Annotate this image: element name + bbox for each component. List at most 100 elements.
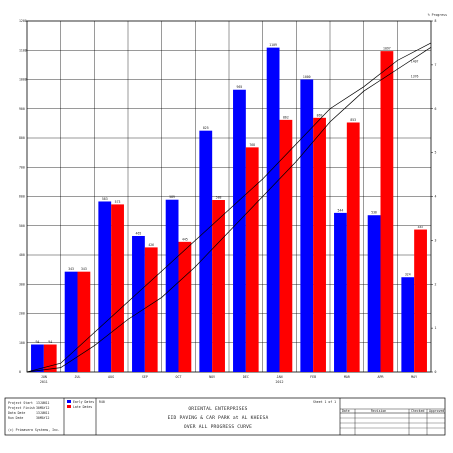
bar-early: [367, 215, 381, 372]
grid-layer: [27, 21, 431, 372]
info-label-1: Project Finish: [8, 406, 35, 410]
y-tick-label: 900: [19, 107, 25, 111]
curve-end-label: 1376: [411, 74, 419, 78]
y-tick-label: 1200: [19, 19, 27, 23]
bar-late: [144, 247, 158, 372]
progress-curve-early: [26, 42, 432, 373]
bar-late: [43, 344, 57, 372]
x-tick-label: MAY: [411, 375, 417, 379]
bar-late: [212, 200, 225, 372]
info-value-1: 30MAY12: [36, 406, 50, 410]
bar-early: [165, 199, 179, 372]
bar-value-label: 768: [249, 143, 255, 147]
y2-tick-label: 8: [435, 19, 437, 23]
y-tick-label: 700: [19, 165, 25, 169]
y-tick-label: 200: [19, 312, 25, 316]
bar-early: [64, 271, 78, 372]
y2-tick-label: 7: [435, 63, 437, 67]
curve-end-label: 1407: [411, 59, 419, 63]
sheet-number: Sheet 1 of 1: [313, 400, 336, 404]
bar-early: [300, 79, 314, 372]
y-tick-label: 500: [19, 224, 25, 228]
x-tick-label: SEP: [142, 375, 148, 379]
y2-tick-label: 2: [435, 282, 437, 286]
corner-label: % Progress: [428, 13, 447, 17]
bar-value-label: 536: [371, 211, 377, 215]
bar-value-label: 862: [283, 115, 289, 119]
legend-swatch-early: [67, 400, 71, 403]
info-label-2: Data Date: [8, 411, 25, 415]
bar-value-label: 343: [81, 267, 87, 271]
bar-value-label: 588: [216, 196, 222, 200]
bar-early: [31, 344, 44, 372]
rev-header-date: Date: [342, 409, 350, 413]
footer-panel: Project Start 13JUN11 Project Finish 30M…: [4, 397, 446, 436]
y-tick-label: 400: [19, 253, 25, 257]
info-value-2: 13JUN11: [36, 411, 50, 415]
y-tick-label: 600: [19, 195, 25, 199]
bar-value-label: 1000: [303, 75, 311, 79]
bar-late: [245, 147, 259, 372]
curve-layer: 1407 1376: [26, 42, 432, 373]
x-tick-label: APR: [378, 375, 384, 379]
bar-value-label: 544: [338, 208, 344, 212]
bar-late: [380, 51, 394, 372]
bar-late: [313, 117, 326, 372]
y-tick-label: 1100: [19, 48, 27, 52]
info-value-3: 30MAY12: [36, 416, 50, 420]
x-tick-label: NOV: [209, 375, 215, 379]
x-tick-label: JUN: [41, 375, 47, 379]
x-year-label: 2012: [276, 380, 284, 384]
x-tick-label: DEC: [243, 375, 249, 379]
y-tick-label: 800: [19, 136, 25, 140]
bar-late: [279, 119, 293, 373]
bar-early: [132, 235, 145, 372]
y-tick-label: 100: [19, 341, 25, 345]
info-value-0: 13JUN11: [36, 401, 50, 405]
rev-header-revision: Revision: [371, 409, 386, 413]
x-tick-label: JAN: [277, 375, 283, 379]
bar-late: [346, 122, 360, 372]
bar-early: [266, 47, 280, 373]
bar-early: [98, 201, 112, 372]
bar-early: [401, 277, 415, 372]
y-tick-label: 0: [19, 370, 21, 374]
bar-value-label: 324: [405, 273, 411, 277]
bar-value-label: 869: [317, 113, 323, 117]
y2-tick-label: 0: [435, 370, 437, 374]
x-tick-label: AUG: [108, 375, 114, 379]
x-tick-label: JUL: [75, 375, 81, 379]
y2-tick-label: 3: [435, 238, 437, 242]
report-code: R40: [99, 400, 105, 404]
bar-value-label: 965: [237, 85, 243, 89]
bar-value-label: 1097: [383, 47, 391, 51]
y2-tick-label: 6: [435, 107, 437, 111]
y-tick-label: 300: [19, 282, 25, 286]
footer-frame: [4, 397, 446, 436]
bar-value-label: 1109: [269, 43, 277, 47]
tick-layer: 0 100 200 300 400 500 600 700 800 900 1000 1100 1200…: [19, 19, 437, 384]
bar-value-label: 573: [115, 200, 121, 204]
x-tick-label: FEB: [310, 375, 316, 379]
bar-value-label: 589: [169, 195, 175, 199]
software-credit: (c) Primavera Systems, Inc.: [8, 428, 60, 432]
x-year-label: 2011: [40, 380, 48, 384]
bar-value-label: 94: [36, 340, 40, 344]
bar-value-label: 853: [350, 118, 356, 122]
y2-tick-label: 1: [435, 326, 437, 330]
report-title: OVER ALL PROGRESS CURVE: [184, 424, 252, 430]
rev-header-approved: Approved: [429, 409, 444, 413]
bar-layer: 94 94 343 343 583 573 465 426 589 445 825 588 965 768…: [31, 43, 427, 373]
x-tick-label: MAR: [344, 375, 350, 379]
bar-value-label: 445: [182, 237, 188, 241]
bar-value-label: 343: [68, 267, 74, 271]
progress-curve-late: [26, 47, 432, 373]
bar-value-label: 825: [203, 126, 209, 130]
bar-late: [414, 229, 427, 372]
bar-late: [111, 204, 124, 372]
bar-value-label: 94: [48, 340, 52, 344]
y2-tick-label: 5: [435, 151, 437, 155]
bar-early: [334, 212, 347, 372]
y-tick-label: 1000: [19, 78, 27, 82]
